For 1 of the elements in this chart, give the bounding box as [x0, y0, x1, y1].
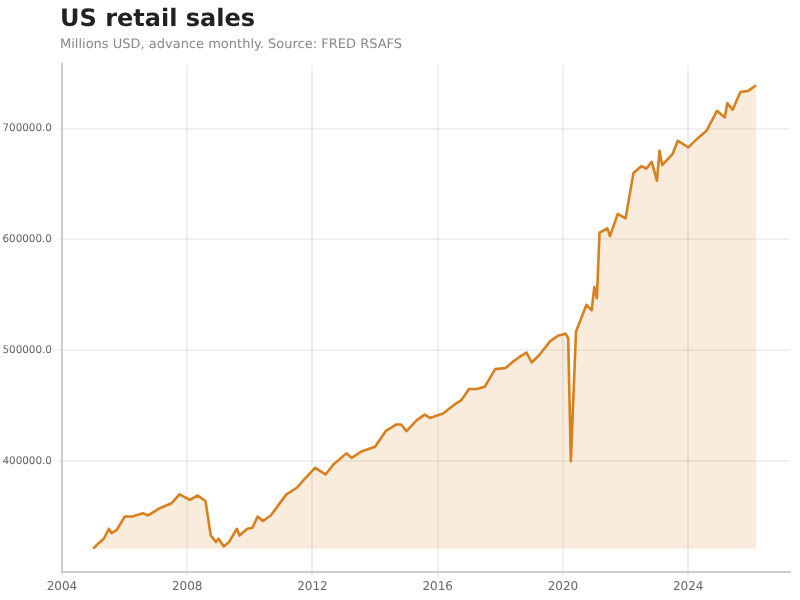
chart-title: US retail sales — [60, 4, 255, 32]
